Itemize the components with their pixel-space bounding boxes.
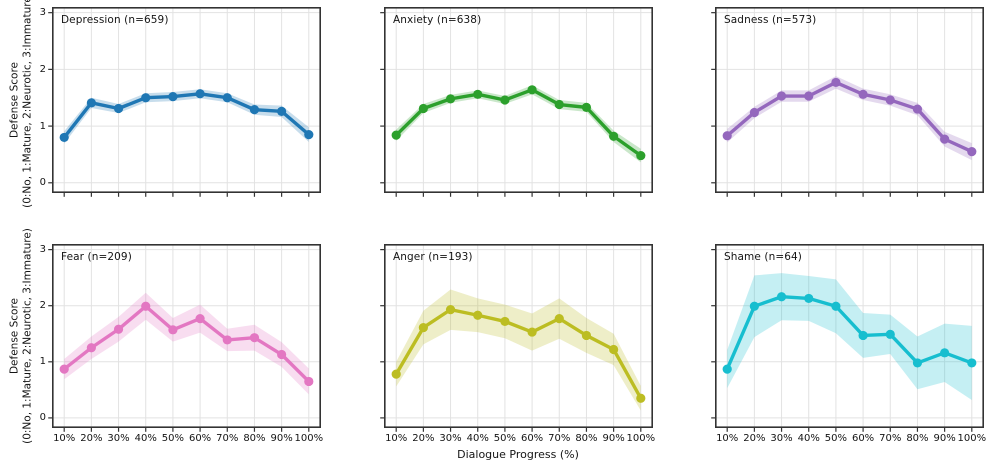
x-tick-label: 50% [161, 433, 185, 444]
gridlines [715, 244, 984, 428]
x-tick-label: 50% [493, 433, 517, 444]
x-tick-label: 60% [851, 433, 875, 444]
x-tick-label: 10% [53, 433, 76, 444]
x-tick-label: 20% [80, 433, 103, 444]
y-tick-label: 3 [39, 244, 46, 256]
data-points [391, 85, 646, 161]
subplot-depression: Depression (n=659) [48, 7, 321, 197]
line-series [725, 80, 974, 154]
x-tick-label: 90% [933, 433, 956, 444]
subplot-anger: Anger (n=193) [380, 244, 653, 432]
axis-ticks [48, 12, 310, 197]
axis-ticks [48, 249, 310, 432]
data-points [722, 77, 977, 157]
axes-spines [52, 244, 321, 428]
y-tick-label: 0 [39, 177, 46, 189]
x-tick-label: 100% [294, 433, 324, 444]
x-tick-label: 70% [879, 433, 902, 444]
y-tick-label: 1 [39, 120, 46, 132]
line-series [394, 88, 643, 158]
axes-spines [52, 7, 321, 193]
x-tick-label: 70% [216, 433, 239, 444]
x-tick-label: 70% [548, 433, 571, 444]
line-series [394, 307, 643, 400]
axes-spines [715, 244, 984, 428]
anger-chart-svg [380, 244, 653, 432]
data-points [722, 292, 977, 374]
y-tick-label: 1 [39, 356, 46, 368]
x-tick-label: 10% [385, 433, 408, 444]
ci-band [727, 273, 972, 400]
depression-chart-svg [48, 7, 321, 197]
ci-band [396, 85, 641, 163]
x-tick-label: 80% [906, 433, 929, 444]
x-tick-label: 100% [626, 433, 656, 444]
x-tick-label: 20% [412, 433, 435, 444]
y-axis-label-line1: Defense Score [8, 61, 21, 139]
x-tick-label: 30% [770, 433, 793, 444]
subplot-anxiety: Anxiety (n=638) [380, 7, 653, 197]
x-axis-label: Dialogue Progress (%) [457, 448, 579, 461]
line-series [62, 304, 311, 384]
x-tick-label: 40% [466, 433, 489, 444]
plot-title-anxiety: Anxiety (n=638) [393, 14, 482, 26]
x-tick-label: 60% [188, 433, 212, 444]
axis-ticks [711, 12, 973, 197]
plot-title-anger: Anger (n=193) [393, 251, 473, 263]
shame-chart-svg [711, 244, 984, 432]
y-tick-label: 2 [39, 300, 46, 312]
y-tick-label: 3 [39, 7, 46, 19]
plot-title-depression: Depression (n=659) [61, 14, 169, 26]
x-tick-label: 90% [270, 433, 293, 444]
gridlines [715, 7, 984, 193]
y-axis-label-line1: Defense Score [8, 297, 21, 375]
x-tick-label: 80% [575, 433, 598, 444]
plot-title-shame: Shame (n=64) [724, 251, 802, 263]
ci-band [396, 289, 641, 411]
x-tick-label: 100% [957, 433, 987, 444]
data-points [391, 305, 646, 403]
data-points [59, 301, 314, 387]
y-tick-label: 2 [39, 63, 46, 75]
x-tick-label: 60% [520, 433, 544, 444]
gridlines [384, 7, 653, 193]
sadness-chart-svg [711, 7, 984, 197]
gridlines [52, 244, 321, 428]
line-series [62, 92, 311, 140]
x-tick-label: 80% [243, 433, 266, 444]
ci-band [64, 89, 309, 144]
x-tick-label: 10% [716, 433, 739, 444]
y-tick-label: 0 [39, 412, 46, 424]
axes-spines [715, 7, 984, 193]
axis-ticks [380, 249, 642, 432]
ci-band [64, 292, 309, 395]
line-series [725, 295, 974, 371]
axes-spines [384, 244, 653, 428]
x-tick-label: 20% [743, 433, 766, 444]
fear-chart-svg [48, 244, 321, 432]
subplot-sadness: Sadness (n=573) [711, 7, 984, 197]
data-points [59, 89, 314, 143]
x-tick-label: 40% [134, 433, 157, 444]
plot-title-fear: Fear (n=209) [61, 251, 132, 263]
axes-spines [384, 7, 653, 193]
x-tick-label: 50% [824, 433, 848, 444]
x-tick-label: 30% [107, 433, 130, 444]
x-tick-label: 90% [602, 433, 625, 444]
axis-ticks [380, 12, 642, 197]
x-tick-label: 40% [797, 433, 820, 444]
plot-title-sadness: Sadness (n=573) [724, 14, 817, 26]
anxiety-chart-svg [380, 7, 653, 197]
axis-ticks [711, 249, 973, 432]
subplot-shame: Shame (n=64) [711, 244, 984, 432]
subplot-fear: Fear (n=209) [48, 244, 321, 432]
x-tick-label: 30% [439, 433, 462, 444]
